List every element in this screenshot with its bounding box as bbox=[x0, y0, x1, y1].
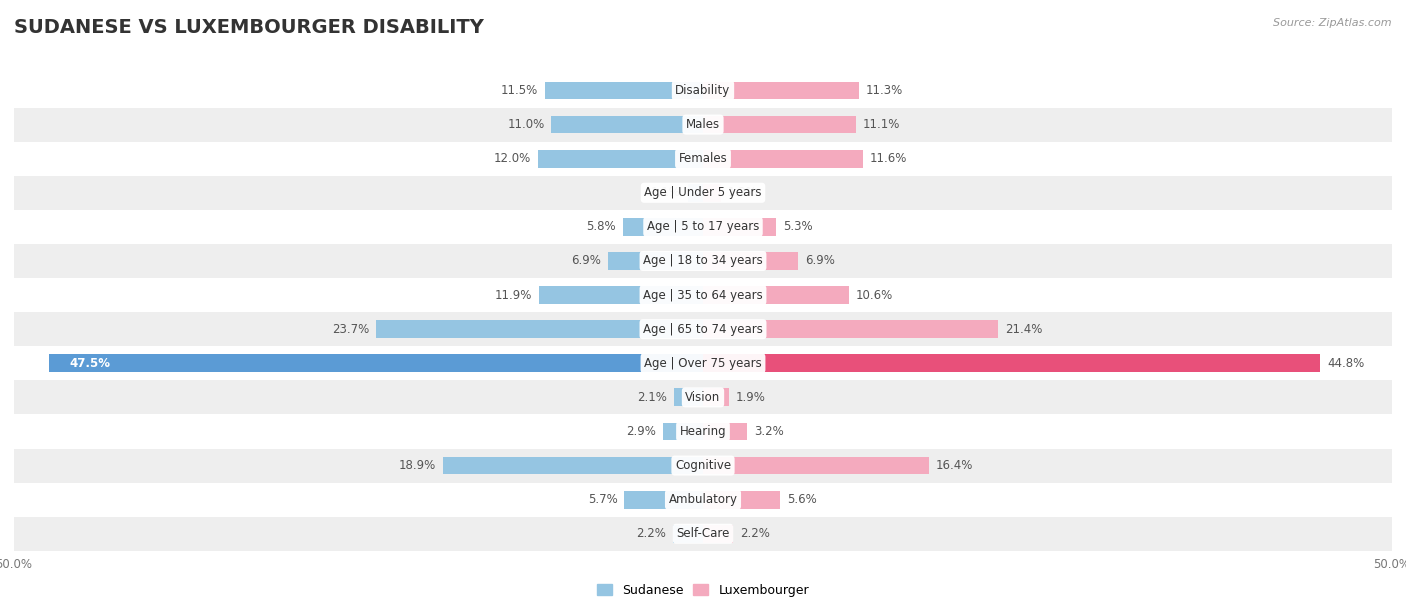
Text: 18.9%: 18.9% bbox=[398, 459, 436, 472]
Bar bbox=[703, 320, 998, 338]
Bar bbox=[544, 81, 703, 99]
Bar bbox=[14, 517, 1392, 551]
Text: 6.9%: 6.9% bbox=[571, 255, 600, 267]
Text: Disability: Disability bbox=[675, 84, 731, 97]
Bar bbox=[14, 176, 1392, 210]
Bar bbox=[551, 116, 703, 133]
Legend: Sudanese, Luxembourger: Sudanese, Luxembourger bbox=[592, 579, 814, 602]
Text: 10.6%: 10.6% bbox=[856, 289, 893, 302]
Bar bbox=[703, 150, 863, 168]
Bar bbox=[703, 286, 849, 304]
Bar bbox=[443, 457, 703, 474]
Bar bbox=[14, 346, 1392, 380]
Bar bbox=[607, 252, 703, 270]
Bar bbox=[14, 141, 1392, 176]
Bar bbox=[14, 210, 1392, 244]
Text: 11.1%: 11.1% bbox=[863, 118, 900, 131]
Bar bbox=[624, 491, 703, 509]
Text: Hearing: Hearing bbox=[679, 425, 727, 438]
Bar bbox=[703, 389, 730, 406]
Bar bbox=[14, 108, 1392, 141]
Text: 44.8%: 44.8% bbox=[1327, 357, 1364, 370]
Bar bbox=[14, 278, 1392, 312]
Bar bbox=[14, 380, 1392, 414]
Text: 11.3%: 11.3% bbox=[866, 84, 903, 97]
Text: Age | 5 to 17 years: Age | 5 to 17 years bbox=[647, 220, 759, 233]
Bar bbox=[14, 483, 1392, 517]
Bar bbox=[703, 457, 929, 474]
Text: Age | Over 75 years: Age | Over 75 years bbox=[644, 357, 762, 370]
Text: 47.5%: 47.5% bbox=[69, 357, 110, 370]
Text: 5.6%: 5.6% bbox=[787, 493, 817, 506]
Bar bbox=[673, 389, 703, 406]
Text: Age | 65 to 74 years: Age | 65 to 74 years bbox=[643, 323, 763, 335]
Text: 12.0%: 12.0% bbox=[494, 152, 531, 165]
Bar bbox=[623, 218, 703, 236]
Bar bbox=[703, 116, 856, 133]
Bar bbox=[537, 150, 703, 168]
Text: 11.0%: 11.0% bbox=[508, 118, 544, 131]
Text: 5.7%: 5.7% bbox=[588, 493, 617, 506]
Text: SUDANESE VS LUXEMBOURGER DISABILITY: SUDANESE VS LUXEMBOURGER DISABILITY bbox=[14, 18, 484, 37]
Text: Males: Males bbox=[686, 118, 720, 131]
Bar bbox=[703, 525, 734, 543]
Text: 2.1%: 2.1% bbox=[637, 391, 668, 404]
Bar bbox=[703, 184, 721, 201]
Bar bbox=[14, 449, 1392, 483]
Text: 11.9%: 11.9% bbox=[495, 289, 531, 302]
Bar bbox=[14, 73, 1392, 108]
Bar bbox=[703, 81, 859, 99]
Bar bbox=[703, 218, 776, 236]
Text: 21.4%: 21.4% bbox=[1005, 323, 1042, 335]
Bar bbox=[14, 244, 1392, 278]
Bar bbox=[14, 414, 1392, 449]
Text: Age | 18 to 34 years: Age | 18 to 34 years bbox=[643, 255, 763, 267]
Text: 11.5%: 11.5% bbox=[501, 84, 537, 97]
Text: 2.9%: 2.9% bbox=[626, 425, 657, 438]
Bar bbox=[48, 354, 703, 372]
Text: 2.2%: 2.2% bbox=[636, 528, 666, 540]
Text: 1.1%: 1.1% bbox=[651, 186, 681, 200]
Text: Self-Care: Self-Care bbox=[676, 528, 730, 540]
Bar bbox=[664, 423, 703, 440]
Text: 5.8%: 5.8% bbox=[586, 220, 616, 233]
Bar bbox=[703, 354, 1320, 372]
Text: 5.3%: 5.3% bbox=[783, 220, 813, 233]
Bar bbox=[703, 252, 799, 270]
Text: Source: ZipAtlas.com: Source: ZipAtlas.com bbox=[1274, 18, 1392, 28]
Bar bbox=[377, 320, 703, 338]
Bar bbox=[703, 491, 780, 509]
Text: Vision: Vision bbox=[685, 391, 721, 404]
Text: Females: Females bbox=[679, 152, 727, 165]
Text: Ambulatory: Ambulatory bbox=[668, 493, 738, 506]
Text: 1.9%: 1.9% bbox=[737, 391, 766, 404]
Text: Cognitive: Cognitive bbox=[675, 459, 731, 472]
Text: 16.4%: 16.4% bbox=[936, 459, 973, 472]
Text: 23.7%: 23.7% bbox=[332, 323, 370, 335]
Bar bbox=[703, 423, 747, 440]
Text: 2.2%: 2.2% bbox=[740, 528, 770, 540]
Bar bbox=[672, 525, 703, 543]
Text: Age | 35 to 64 years: Age | 35 to 64 years bbox=[643, 289, 763, 302]
Bar bbox=[14, 312, 1392, 346]
Text: 1.3%: 1.3% bbox=[728, 186, 758, 200]
Text: Age | Under 5 years: Age | Under 5 years bbox=[644, 186, 762, 200]
Text: 3.2%: 3.2% bbox=[754, 425, 783, 438]
Bar bbox=[688, 184, 703, 201]
Bar bbox=[538, 286, 703, 304]
Text: 11.6%: 11.6% bbox=[870, 152, 907, 165]
Text: 6.9%: 6.9% bbox=[806, 255, 835, 267]
